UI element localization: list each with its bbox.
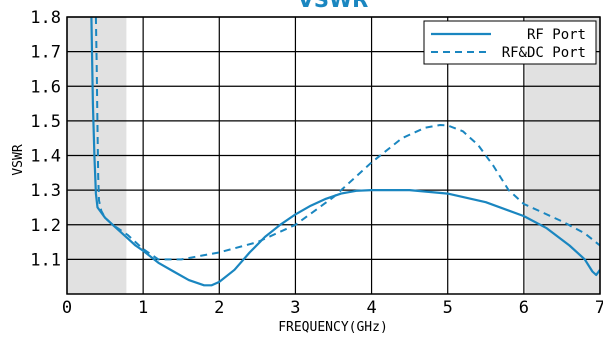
y-tick-label: 1.2 — [30, 216, 61, 236]
series-line-rf-dc-port — [94, 17, 600, 261]
x-tick-label: 6 — [519, 298, 529, 318]
series-line-rf-port — [90, 17, 600, 287]
legend-label-rf-port: RF Port — [527, 27, 586, 43]
x-tick-label: 3 — [290, 298, 300, 318]
tick-labels: 0 1 2 3 4 5 6 7 1.1 1.2 1.3 1.4 1.5 1.6 1.7 1.8 — [30, 8, 603, 318]
y-tick-label: 1.3 — [30, 181, 61, 201]
chart-title: VSWR — [298, 0, 369, 12]
x-tick-label: 5 — [443, 298, 453, 318]
legend-label-rf-dc-port: RF&DC Port — [502, 45, 586, 61]
y-tick-label: 1.8 — [30, 8, 61, 28]
x-tick-label: 1 — [138, 298, 148, 318]
series-lines — [90, 17, 600, 287]
legend[interactable]: RF Port RF&DC Port — [423, 20, 597, 65]
x-tick-label: 7 — [595, 298, 603, 318]
y-tick-label: 1.7 — [30, 43, 61, 63]
x-tick-label: 2 — [214, 298, 224, 318]
y-tick-label: 1.6 — [30, 77, 61, 97]
y-axis-label: VSWR — [11, 144, 26, 175]
x-tick-label: 0 — [62, 298, 72, 318]
x-tick-label: 4 — [366, 298, 376, 318]
x-axis-label: FREQUENCY(GHz) — [278, 320, 388, 335]
y-tick-label: 1.5 — [30, 112, 61, 132]
legend-box — [423, 20, 597, 65]
plot-frame — [66, 16, 601, 295]
y-tick-label: 1.4 — [30, 147, 61, 167]
y-tick-label: 1.1 — [30, 250, 61, 270]
